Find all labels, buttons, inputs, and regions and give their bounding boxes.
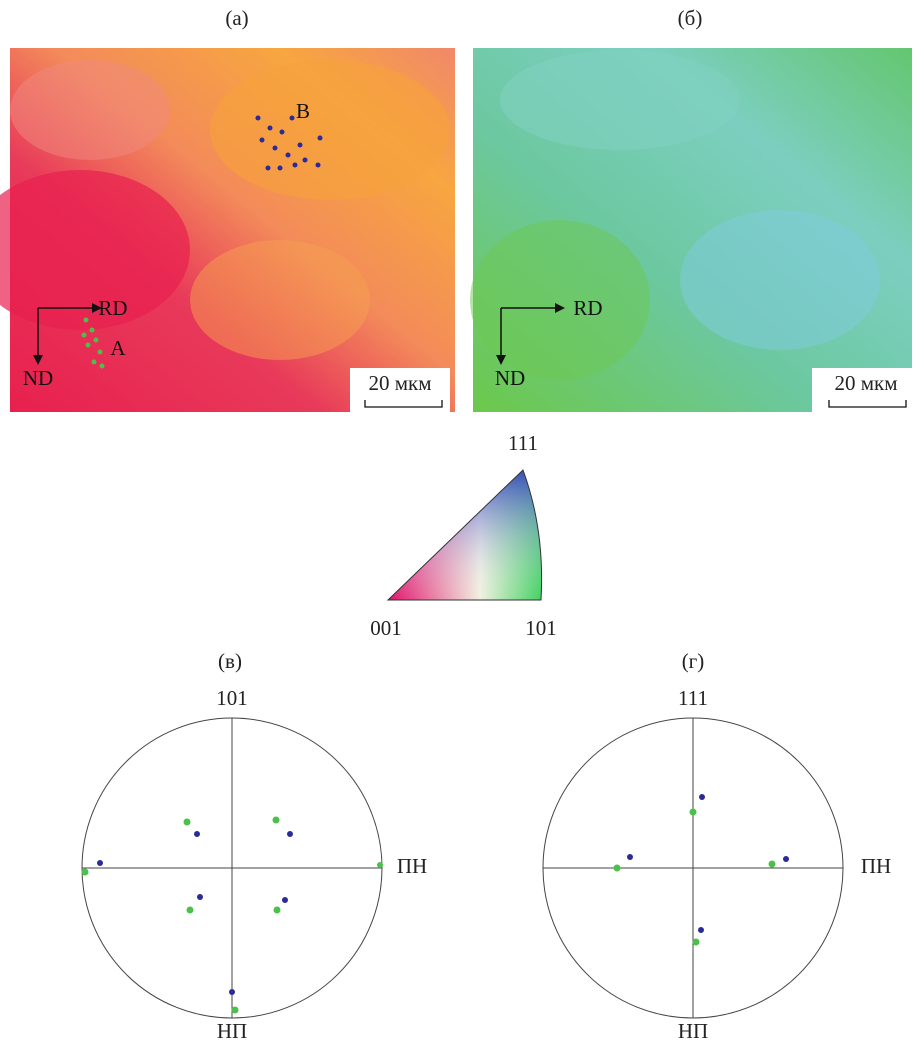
panel-label: (в) xyxy=(218,649,242,673)
pole-figure-d xyxy=(543,718,843,1018)
panel-label: (б) xyxy=(678,6,703,30)
figure: (а) B RD ND A 20 мкм (б) RD ND 20 мкм 11… xyxy=(0,0,914,1046)
scale-label: 20 мкм xyxy=(834,371,897,395)
orientation-map-a xyxy=(0,48,455,412)
pole-label: НП xyxy=(678,1019,708,1043)
panel-label: (а) xyxy=(225,6,248,30)
pole-label: ПН xyxy=(861,854,891,878)
point-label: B xyxy=(296,99,310,123)
triangle-label: 001 xyxy=(370,616,402,640)
orientation-map-b xyxy=(470,48,912,412)
point-label: A xyxy=(110,336,126,360)
axis-label: ND xyxy=(495,366,525,390)
axis-label: RD xyxy=(573,296,602,320)
triangle-label: 101 xyxy=(525,616,557,640)
pole-figure-d-points xyxy=(614,794,790,946)
panel-label: (г) xyxy=(682,649,705,673)
axis-label: RD xyxy=(98,296,127,320)
pole-label: 111 xyxy=(678,686,708,710)
pole-label: ПН xyxy=(397,854,427,878)
pole-figure-c xyxy=(82,718,382,1018)
pole-label: 101 xyxy=(216,686,248,710)
scale-label: 20 мкм xyxy=(368,371,431,395)
triangle-label: 111 xyxy=(508,431,538,455)
pole-label: НП xyxy=(217,1019,247,1043)
axis-label: ND xyxy=(23,366,53,390)
ipf-key-triangle xyxy=(388,470,542,600)
